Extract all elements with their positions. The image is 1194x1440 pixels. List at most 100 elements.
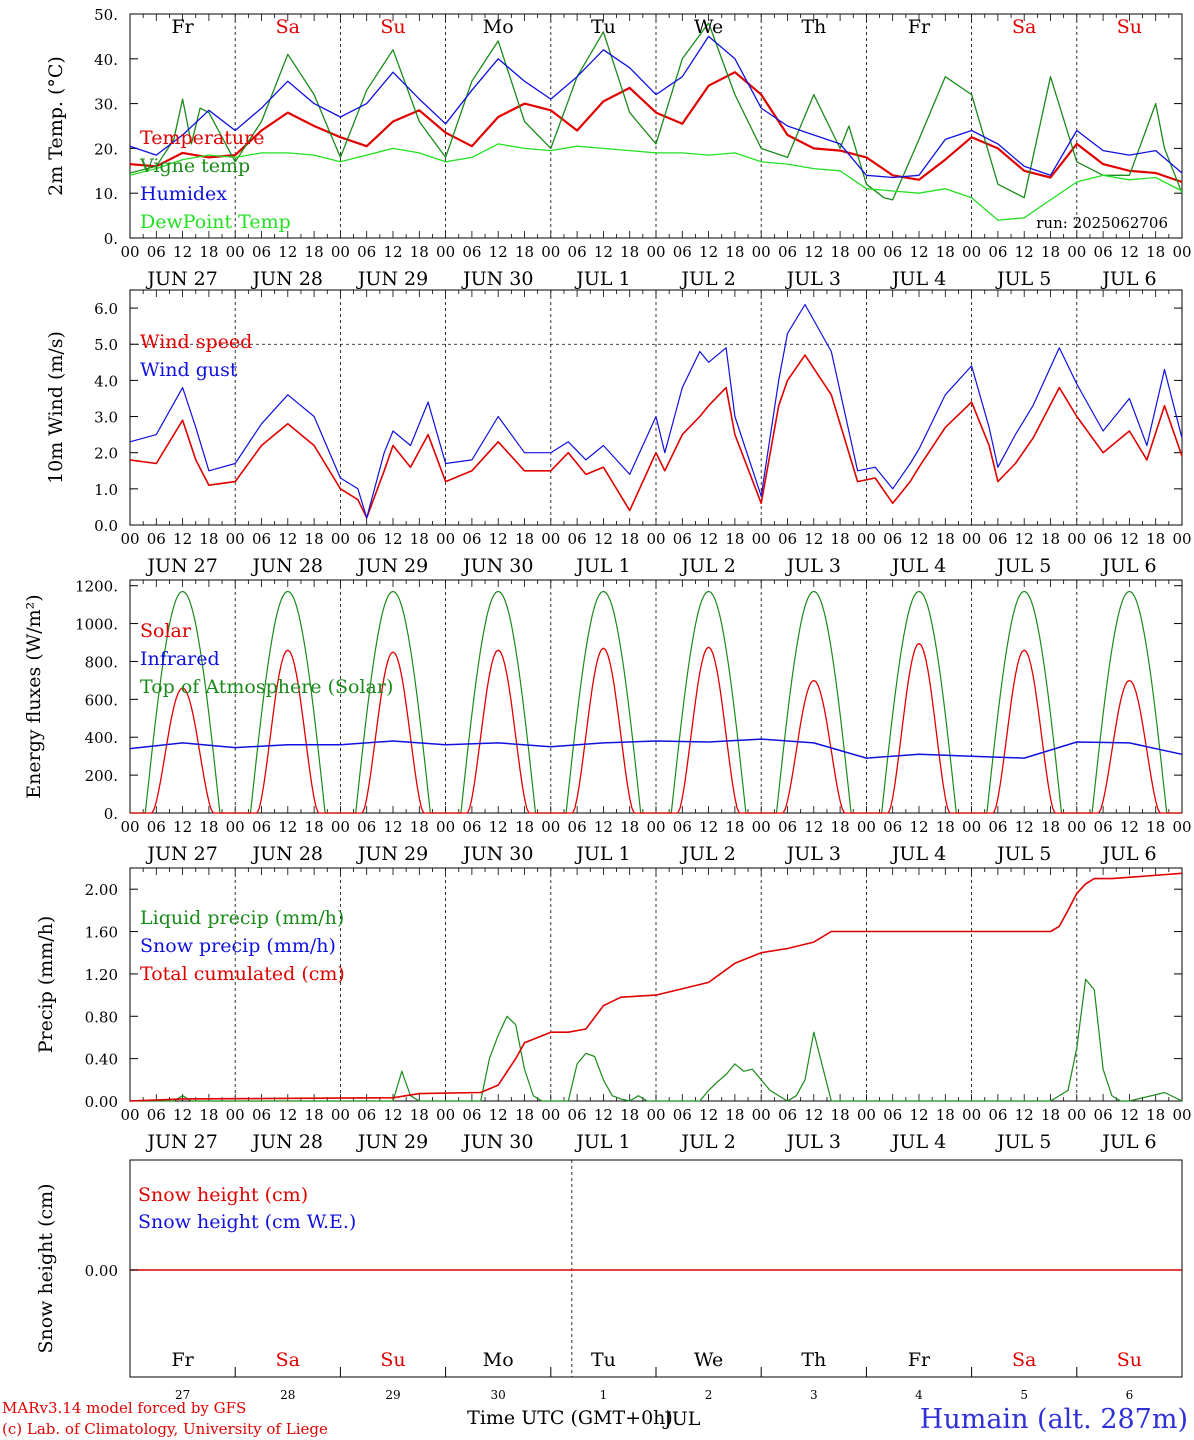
hour-tick-label: 18 — [936, 243, 955, 261]
hour-tick-label: 06 — [883, 818, 902, 836]
hour-tick-label: 12 — [1120, 818, 1139, 836]
hour-tick-label: 00 — [752, 1106, 771, 1124]
hour-tick-label: 12 — [278, 1106, 297, 1124]
day-head-label: Th — [801, 16, 826, 38]
hour-tick-label: 00 — [331, 1106, 350, 1124]
day-head-label: Fr — [171, 1349, 194, 1371]
day-head-label: Sa — [1012, 16, 1036, 38]
hour-tick-label: 00 — [857, 818, 876, 836]
series-wind-speed — [129, 354, 1183, 519]
hour-tick-label: 06 — [883, 530, 902, 548]
hour-tick-label: 06 — [988, 818, 1007, 836]
day-head-label: Fr — [908, 1349, 931, 1371]
hour-tick-label: 06 — [147, 243, 166, 261]
hour-tick-label: 00 — [962, 243, 981, 261]
hour-tick-label: 06 — [778, 818, 797, 836]
series-vigne-temp — [129, 22, 1183, 201]
hour-tick-label: 18 — [936, 818, 955, 836]
hour-tick-label: 00 — [331, 818, 350, 836]
legend-entry: Humidex — [140, 183, 227, 205]
energy-y-tick-label: 0. — [104, 805, 118, 823]
date-label: JUL 5 — [995, 843, 1051, 865]
series-wind-gust — [129, 303, 1183, 519]
temp-y-tick-label: 30. — [94, 96, 118, 114]
hour-tick-label: 00 — [646, 1106, 665, 1124]
hour-tick-label: 18 — [831, 818, 850, 836]
hour-tick-label: 06 — [462, 1106, 481, 1124]
day-number-label: 6 — [1126, 1388, 1134, 1402]
hour-tick-label: 00 — [541, 243, 560, 261]
legend-entry: Top of Atmosphere (Solar) — [140, 676, 393, 698]
hour-tick-label: 18 — [515, 530, 534, 548]
hour-tick-label: 18 — [305, 818, 324, 836]
date-label: JUN 28 — [251, 1131, 323, 1153]
day-number-label: 27 — [175, 1388, 190, 1402]
date-label: JUL 6 — [1100, 1131, 1156, 1153]
precip-y-tick-label: 1.60 — [85, 924, 118, 942]
energy-y-tick-label: 200. — [85, 767, 118, 785]
hour-tick-label: 00 — [1067, 818, 1086, 836]
hour-tick-label: 06 — [252, 818, 271, 836]
wind-y-tick-label: 5.0 — [94, 336, 118, 354]
day-head-label: Th — [801, 1349, 826, 1371]
hour-tick-label: 18 — [831, 243, 850, 261]
hour-tick-label: 18 — [936, 530, 955, 548]
day-number-label: 28 — [280, 1388, 295, 1402]
date-label: JUL 4 — [890, 843, 946, 865]
hour-tick-label: 18 — [725, 1106, 744, 1124]
date-label: JUL 3 — [785, 1131, 841, 1153]
hour-tick-label: 00 — [752, 530, 771, 548]
date-label: JUL 6 — [1100, 268, 1156, 290]
date-label: JUL 4 — [890, 1131, 946, 1153]
hour-tick-label: 06 — [462, 243, 481, 261]
hour-tick-label: 12 — [804, 243, 823, 261]
hour-tick-label: 00 — [120, 243, 139, 261]
credit-line-2: (c) Lab. of Climatology, University of L… — [2, 1420, 328, 1438]
day-head-label: We — [694, 1349, 723, 1371]
day-number-label: 1 — [600, 1388, 608, 1402]
hour-tick-label: 00 — [331, 243, 350, 261]
hour-tick-label: 18 — [410, 243, 429, 261]
station-label: Humain (alt. 287m) — [920, 1404, 1188, 1435]
hour-tick-label: 06 — [252, 1106, 271, 1124]
day-number-label: 2 — [705, 1388, 713, 1402]
hour-tick-label: 18 — [831, 1106, 850, 1124]
day-number-label: 5 — [1020, 1388, 1028, 1402]
hour-tick-label: 12 — [489, 530, 508, 548]
energy-y-axis-title: Energy fluxes (W/m²) — [23, 594, 45, 798]
hour-tick-label: 06 — [568, 243, 587, 261]
hour-tick-label: 00 — [436, 1106, 455, 1124]
hour-tick-label: 12 — [278, 530, 297, 548]
panel-frame-1 — [129, 13, 1183, 239]
hour-tick-label: 00 — [436, 818, 455, 836]
date-label: JUL 3 — [785, 843, 841, 865]
date-label: JUL 2 — [679, 843, 735, 865]
date-label: JUL 3 — [785, 268, 841, 290]
hour-tick-label: 00 — [1172, 530, 1191, 548]
date-label: JUN 30 — [461, 268, 533, 290]
hour-tick-label: 06 — [147, 818, 166, 836]
hour-tick-label: 12 — [594, 530, 613, 548]
day-head-label: Mo — [483, 16, 514, 38]
hour-tick-label: 00 — [1172, 818, 1191, 836]
day-head-label: Fr — [171, 16, 194, 38]
temp-y-axis-title: 2m Temp. (°C) — [45, 56, 67, 196]
legend-entry: Solar — [140, 620, 192, 642]
hour-tick-label: 18 — [1041, 243, 1060, 261]
hour-tick-label: 18 — [620, 243, 639, 261]
hour-tick-label: 06 — [252, 243, 271, 261]
hour-tick-label: 18 — [831, 530, 850, 548]
hour-tick-label: 18 — [515, 818, 534, 836]
hour-tick-label: 06 — [357, 243, 376, 261]
day-head-label: Fr — [908, 16, 931, 38]
date-label: JUN 27 — [145, 268, 217, 290]
hour-tick-label: 00 — [541, 530, 560, 548]
hour-tick-label: 12 — [173, 530, 192, 548]
hour-tick-label: 12 — [1015, 1106, 1034, 1124]
hour-tick-label: 12 — [909, 243, 928, 261]
run-annotation: run: 2025062706 — [1036, 214, 1168, 232]
hour-tick-label: 00 — [962, 1106, 981, 1124]
day-head-label: Tu — [591, 16, 616, 38]
hour-tick-label: 12 — [383, 818, 402, 836]
